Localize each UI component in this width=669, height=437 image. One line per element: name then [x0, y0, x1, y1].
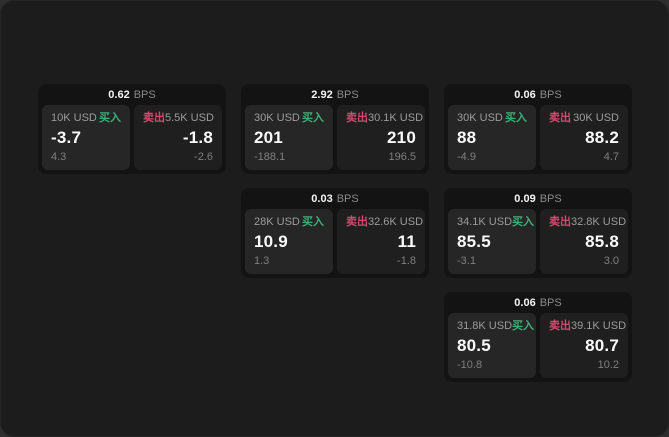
- quote-card[interactable]: 0.03 BPS 28K USD 买入 10.9 1.3 卖出 32.6K US…: [241, 188, 429, 278]
- quote-card[interactable]: 2.92 BPS 30K USD 买入 201 -188.1 卖出 30.1K …: [241, 84, 429, 174]
- buy-tag[interactable]: 买入: [302, 112, 324, 124]
- sell-panel[interactable]: 卖出 30K USD 88.2 4.7: [540, 105, 628, 170]
- bps-value: 0.06: [514, 88, 536, 101]
- bps-header: 0.06 BPS: [444, 292, 632, 313]
- buy-amount: 34.1K USD: [457, 216, 513, 228]
- buy-amount: 31.8K USD: [457, 320, 513, 332]
- bps-header: 0.09 BPS: [444, 188, 632, 209]
- buy-amount: 30K USD: [457, 112, 503, 124]
- bps-unit-label: BPS: [539, 88, 562, 101]
- sell-sub-value: 10.2: [597, 359, 619, 371]
- buy-sub-value: -3.1: [457, 255, 476, 267]
- sell-amount: 32.6K USD: [368, 216, 424, 228]
- sell-price: 88.2: [585, 128, 619, 147]
- buy-amount: 28K USD: [254, 216, 300, 228]
- sell-sub-value: -2.6: [194, 151, 213, 163]
- bps-value: 0.62: [108, 88, 130, 101]
- sell-tag[interactable]: 卖出: [346, 216, 368, 228]
- buy-tag[interactable]: 买入: [505, 112, 527, 124]
- quote-panels: 28K USD 买入 10.9 1.3 卖出 32.6K USD 11 -1.8: [241, 209, 429, 278]
- quote-panels: 30K USD 买入 201 -188.1 卖出 30.1K USD 210 1…: [241, 105, 429, 174]
- bps-unit-label: BPS: [133, 88, 156, 101]
- sell-panel[interactable]: 卖出 30.1K USD 210 196.5: [337, 105, 425, 170]
- buy-price: 80.5: [457, 336, 491, 355]
- buy-amount: 30K USD: [254, 112, 300, 124]
- buy-panel[interactable]: 10K USD 买入 -3.7 4.3: [42, 105, 130, 170]
- quote-card[interactable]: 0.06 BPS 30K USD 买入 88 -4.9 卖出 30K USD 8…: [444, 84, 632, 174]
- bps-unit-label: BPS: [539, 192, 562, 205]
- sell-sub-value: 3.0: [603, 255, 619, 267]
- bps-header: 0.03 BPS: [241, 188, 429, 209]
- sell-price: 210: [387, 128, 416, 147]
- buy-panel[interactable]: 31.8K USD 买入 80.5 -10.8: [448, 313, 536, 378]
- quote-card[interactable]: 0.06 BPS 31.8K USD 买入 80.5 -10.8 卖出 39.1…: [444, 292, 632, 382]
- sell-sub-value: 196.5: [388, 151, 416, 163]
- sell-price: -1.8: [182, 128, 213, 147]
- bps-value: 0.06: [514, 296, 536, 309]
- quote-card[interactable]: 0.62 BPS 10K USD 买入 -3.7 4.3 卖出 5.5K USD…: [38, 84, 226, 174]
- buy-price: -3.7: [51, 128, 82, 147]
- sell-amount: 30.1K USD: [368, 112, 424, 124]
- buy-panel[interactable]: 34.1K USD 买入 85.5 -3.1: [448, 209, 536, 274]
- quote-panels: 31.8K USD 买入 80.5 -10.8 卖出 39.1K USD 80.…: [444, 313, 632, 382]
- buy-panel[interactable]: 28K USD 买入 10.9 1.3: [245, 209, 333, 274]
- sell-panel[interactable]: 卖出 32.8K USD 85.8 3.0: [540, 209, 628, 274]
- bps-value: 2.92: [311, 88, 333, 101]
- bps-header: 0.62 BPS: [38, 84, 226, 105]
- bps-header: 0.06 BPS: [444, 84, 632, 105]
- quote-panels: 34.1K USD 买入 85.5 -3.1 卖出 32.8K USD 85.8…: [444, 209, 632, 278]
- card-grid: 0.62 BPS 10K USD 买入 -3.7 4.3 卖出 5.5K USD…: [38, 84, 632, 382]
- bps-unit-label: BPS: [539, 296, 562, 309]
- bps-value: 0.03: [311, 192, 333, 205]
- quote-card[interactable]: 0.09 BPS 34.1K USD 买入 85.5 -3.1 卖出 32.8K…: [444, 188, 632, 278]
- sell-tag[interactable]: 卖出: [549, 112, 571, 124]
- bps-header: 2.92 BPS: [241, 84, 429, 105]
- sell-amount: 32.8K USD: [571, 216, 627, 228]
- buy-sub-value: -188.1: [254, 151, 286, 163]
- sell-price: 11: [397, 232, 416, 251]
- buy-tag[interactable]: 买入: [302, 216, 324, 228]
- sell-panel[interactable]: 卖出 5.5K USD -1.8 -2.6: [134, 105, 222, 170]
- buy-price: 88: [457, 128, 477, 147]
- sell-amount: 39.1K USD: [571, 320, 627, 332]
- buy-price: 85.5: [457, 232, 491, 251]
- sell-panel[interactable]: 卖出 32.6K USD 11 -1.8: [337, 209, 425, 274]
- buy-sub-value: -10.8: [457, 359, 483, 371]
- bps-unit-label: BPS: [336, 88, 359, 101]
- sell-amount: 5.5K USD: [165, 112, 214, 124]
- buy-amount: 10K USD: [51, 112, 97, 124]
- buy-panel[interactable]: 30K USD 买入 88 -4.9: [448, 105, 536, 170]
- buy-tag[interactable]: 买入: [512, 216, 535, 228]
- sell-sub-value: 4.7: [603, 151, 619, 163]
- sell-price: 80.7: [585, 336, 619, 355]
- buy-sub-value: 1.3: [254, 255, 270, 267]
- buy-sub-value: 4.3: [51, 151, 67, 163]
- sell-tag[interactable]: 卖出: [143, 112, 165, 124]
- quote-panels: 10K USD 买入 -3.7 4.3 卖出 5.5K USD -1.8 -2.…: [38, 105, 226, 174]
- buy-tag[interactable]: 买入: [512, 320, 535, 332]
- sell-panel[interactable]: 卖出 39.1K USD 80.7 10.2: [540, 313, 628, 378]
- sell-tag[interactable]: 卖出: [346, 112, 368, 124]
- bps-unit-label: BPS: [336, 192, 359, 205]
- bps-value: 0.09: [514, 192, 536, 205]
- buy-price: 201: [254, 128, 283, 147]
- buy-price: 10.9: [254, 232, 288, 251]
- buy-panel[interactable]: 30K USD 买入 201 -188.1: [245, 105, 333, 170]
- buy-sub-value: -4.9: [457, 151, 476, 163]
- quote-panels: 30K USD 买入 88 -4.9 卖出 30K USD 88.2 4.7: [444, 105, 632, 174]
- sell-tag[interactable]: 卖出: [549, 320, 571, 332]
- buy-tag[interactable]: 买入: [99, 112, 121, 124]
- sell-amount: 30K USD: [573, 112, 619, 124]
- sell-price: 85.8: [585, 232, 619, 251]
- sell-sub-value: -1.8: [397, 255, 416, 267]
- sell-tag[interactable]: 卖出: [549, 216, 571, 228]
